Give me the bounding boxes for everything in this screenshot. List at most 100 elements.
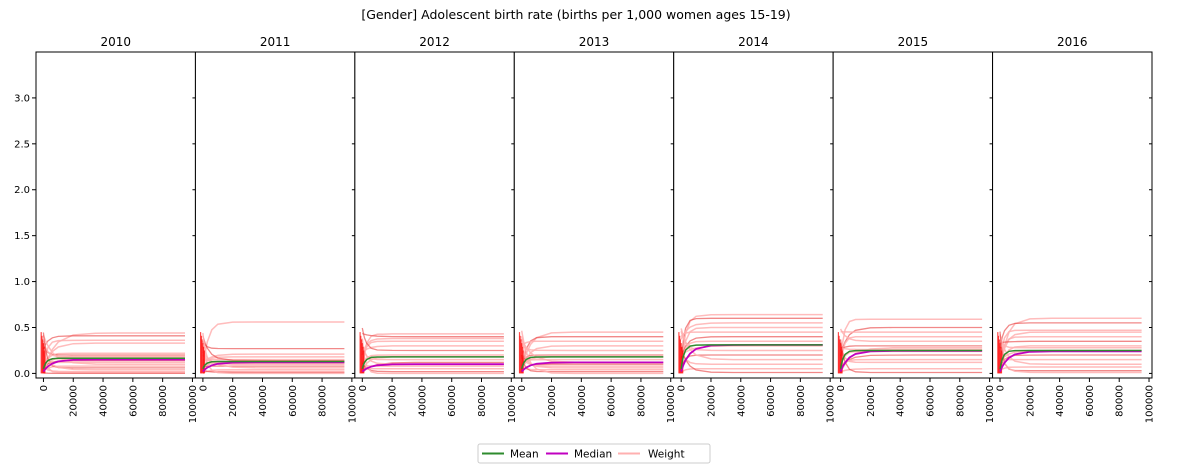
panel-2012: 2012 0 20000 40000 60000 80000 100000 [354, 35, 518, 423]
x-tick-label: 60000 [607, 385, 618, 417]
panel-title: 2012 [419, 35, 450, 49]
panel-background [992, 52, 1152, 378]
legend-median-label: Median [574, 449, 612, 461]
legend-frame [477, 443, 711, 464]
x-tick-label: 40000 [896, 385, 907, 417]
y-tick-label: 2.0 [14, 185, 30, 196]
x-tick-label: 100000 [826, 385, 837, 423]
x-tick-label: 80000 [477, 385, 488, 417]
mean-line [520, 356, 664, 370]
panel-background [514, 52, 674, 378]
mean-line [42, 357, 185, 370]
panel-2011: 2011 0 20000 40000 60000 80000 100000 [194, 35, 358, 423]
x-tick-label: 80000 [158, 385, 169, 417]
x-tick-label: 100000 [507, 385, 518, 423]
panel-title: 2016 [1057, 35, 1088, 49]
y-tick-label: 0.0 [14, 369, 30, 380]
panel-title: 2014 [738, 35, 769, 49]
median-line [521, 361, 664, 373]
mean-line [202, 360, 345, 370]
y-tick-label: 3.0 [14, 93, 30, 104]
y-axis: 0.0 0.5 1.0 1.5 2.0 2.5 3.0 [14, 93, 36, 380]
panel-background [195, 52, 355, 378]
x-tick-label: 0 [996, 385, 1007, 391]
x-tick-label: 0 [677, 385, 688, 391]
x-tick-label: 80000 [955, 385, 966, 417]
panel-title: 2010 [100, 35, 131, 49]
x-tick-label: 20000 [69, 385, 80, 417]
x-tick-label: 60000 [128, 385, 139, 417]
weight-line [361, 327, 504, 352]
x-tick-label: 20000 [228, 385, 239, 417]
legend-weight-label: Weight [648, 449, 685, 461]
weight-line [680, 313, 823, 369]
weight-line [839, 318, 983, 368]
x-tick-label: 0 [836, 385, 847, 391]
median-line [42, 358, 185, 373]
x-tick-label: 40000 [99, 385, 110, 417]
x-tick-label: 0 [358, 385, 369, 391]
x-tick-label: 0 [517, 385, 528, 391]
median-line [361, 363, 504, 373]
y-tick-label: 0.5 [14, 323, 30, 334]
x-tick-label: 20000 [1025, 385, 1036, 417]
panel-2013: 2013 0 20000 40000 60000 80000 100000 [513, 35, 677, 423]
x-tick-label: 80000 [1115, 385, 1126, 417]
x-tick-label: 100000 [347, 385, 358, 423]
weight-line [680, 328, 823, 361]
x-tick-label: 100000 [985, 385, 996, 423]
x-tick-label: 60000 [1085, 385, 1096, 417]
x-tick-label: 40000 [736, 385, 747, 417]
panel-background [673, 52, 834, 378]
y-tick-label: 1.0 [14, 277, 30, 288]
panel-title: 2011 [260, 35, 291, 49]
weight-line [999, 322, 1142, 349]
x-tick-label: 80000 [636, 385, 647, 417]
x-tick-label: 40000 [417, 385, 428, 417]
x-tick-label: 40000 [258, 385, 269, 417]
weight-line [840, 330, 983, 333]
panel-background [36, 52, 196, 378]
x-tick-label: 40000 [1055, 385, 1066, 417]
weight-line [680, 317, 823, 364]
median-line [999, 350, 1142, 372]
y-tick-label: 1.5 [14, 231, 30, 242]
panel-frame [992, 51, 1153, 379]
mean-line [999, 349, 1142, 369]
x-tick-label: 20000 [707, 385, 718, 417]
panel-2015: 2015 0 20000 40000 60000 80000 100000 [832, 35, 996, 423]
x-tick-label: 20000 [388, 385, 399, 417]
median-line [202, 361, 345, 373]
x-tick-label: 60000 [926, 385, 937, 417]
mean-line [839, 349, 983, 369]
panel-background [833, 52, 993, 378]
weight-line [43, 372, 185, 375]
legend: Mean Median Weight [477, 443, 711, 464]
weight-line [999, 334, 1142, 365]
weight-line [520, 330, 664, 375]
chart-title: [Gender] Adolescent birth rate (births p… [361, 7, 790, 22]
x-tick-label: 40000 [577, 385, 588, 417]
weight-line [840, 347, 983, 351]
x-tick-label: 60000 [766, 385, 777, 417]
x-tick-label: 20000 [547, 385, 558, 417]
x-tick-label: 100000 [188, 385, 199, 423]
x-tick-label: 60000 [288, 385, 299, 417]
x-tick-label: 100000 [666, 385, 677, 423]
mean-line [361, 356, 504, 370]
panel-2014: 2014 0 20000 40000 60000 80000 100000 [673, 35, 837, 423]
y-tick-label: 2.5 [14, 139, 30, 150]
weight-line [202, 335, 345, 362]
x-tick-label: 80000 [796, 385, 807, 417]
panel-title: 2013 [579, 35, 610, 49]
panel-2010: 2010 0 20000 40000 60000 80000 100000 [35, 35, 199, 423]
x-tick-label: 0 [39, 385, 50, 391]
panel-background [354, 52, 515, 378]
mean-line [680, 344, 823, 369]
weight-line [839, 328, 983, 343]
x-tick-label: 60000 [447, 385, 458, 417]
x-tick-label: 80000 [318, 385, 329, 417]
legend-mean-label: Mean [510, 449, 539, 461]
weight-line [520, 336, 664, 367]
